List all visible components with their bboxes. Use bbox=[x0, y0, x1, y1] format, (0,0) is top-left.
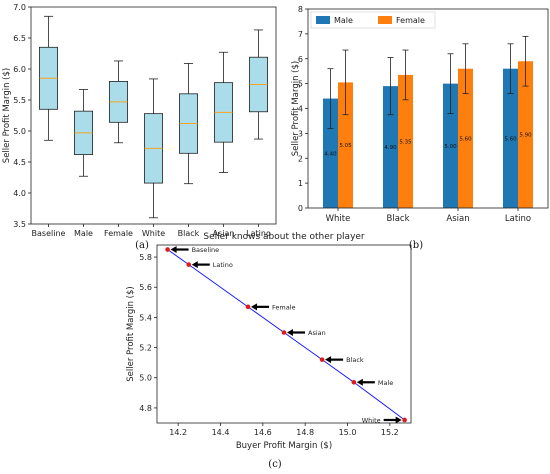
x-tick-label: Latino bbox=[246, 229, 271, 238]
value-label: 5.90 bbox=[519, 133, 532, 139]
x-tick-label: 15.2 bbox=[381, 428, 399, 437]
y-tick-label: 3 bbox=[298, 129, 303, 138]
y-tick-label: 4.5 bbox=[13, 158, 26, 167]
x-tick-label: Latino bbox=[505, 214, 531, 224]
data-point bbox=[245, 304, 251, 310]
x-tick-label: 15.0 bbox=[339, 428, 357, 437]
panel-c-linechart: Seller knows about the other player 4.8 5.… bbox=[126, 232, 412, 451]
x-axis-label: Buyer Profit Margin ($) bbox=[236, 441, 332, 451]
x-tick-label: 14.4 bbox=[212, 428, 230, 437]
y-tick-label: 5.8 bbox=[139, 253, 152, 262]
panel-a-boxplot: 3.5 4.0 4.5 5.0 5.5 6.0 6.5 7.0 Baseline Male Fema… bbox=[2, 3, 277, 238]
plot-frame bbox=[30, 6, 277, 225]
y-tick-label: 7.0 bbox=[13, 3, 26, 12]
arrow-head bbox=[356, 378, 363, 386]
y-tick-label: 6.5 bbox=[13, 34, 26, 43]
y-axis-label: Seller Profit Margin ($) bbox=[126, 286, 136, 381]
x-tick-label: 14.2 bbox=[169, 428, 187, 437]
arrow-head bbox=[170, 246, 177, 254]
point-label-asian: Asian bbox=[308, 329, 326, 337]
caption-a: (a) bbox=[135, 240, 149, 251]
x-tick-label: Asian bbox=[446, 214, 469, 224]
x-tick-label: Black bbox=[178, 229, 200, 238]
caption-b: (b) bbox=[409, 240, 423, 251]
y-tick-label: 8 bbox=[298, 5, 303, 14]
y-tick-label: 7 bbox=[298, 30, 303, 39]
y-tick-label: 4.0 bbox=[13, 189, 26, 198]
x-tick-label: White bbox=[326, 214, 351, 224]
y-tick-label: 6.0 bbox=[13, 65, 26, 74]
point-label-black: Black bbox=[346, 356, 364, 364]
value-label: 5.60 bbox=[459, 136, 472, 142]
x-tick-label: 14.6 bbox=[254, 428, 272, 437]
x-tick-label: White bbox=[142, 229, 165, 238]
legend-swatch-female bbox=[378, 16, 392, 24]
y-tick-label: 5.4 bbox=[139, 313, 152, 322]
y-tick-label: 5.2 bbox=[139, 344, 152, 353]
chart-title: Seller knows about the other player bbox=[203, 232, 365, 242]
data-point bbox=[351, 379, 357, 385]
value-label: 5.05 bbox=[339, 143, 352, 149]
y-tick-label: 2 bbox=[298, 154, 303, 163]
value-label: 5.00 bbox=[444, 144, 457, 150]
point-label-latino: Latino bbox=[213, 261, 233, 269]
value-label: 5.35 bbox=[399, 139, 412, 145]
trend-line bbox=[167, 249, 405, 421]
point-label-white: White bbox=[362, 416, 381, 424]
point-label-baseline: Baseline bbox=[192, 246, 220, 254]
y-tick-label: 1 bbox=[298, 179, 303, 188]
data-point bbox=[319, 357, 325, 362]
plot-frame bbox=[156, 244, 412, 424]
arrow-head bbox=[287, 328, 293, 336]
point-label-male: Male bbox=[378, 379, 393, 387]
bar-female bbox=[458, 68, 473, 208]
x-tick-label: Male bbox=[74, 229, 93, 238]
x-tick-label: 14.8 bbox=[296, 428, 314, 437]
data-point bbox=[165, 247, 170, 252]
y-tick-label: 5.0 bbox=[139, 374, 152, 383]
x-tick-label: Asian bbox=[213, 229, 235, 238]
arrow-head bbox=[395, 416, 402, 424]
value-label: 4.40 bbox=[324, 151, 337, 157]
y-axis-label: Seller Profit Margin ($) bbox=[291, 61, 301, 156]
y-tick-label: 5.6 bbox=[139, 283, 152, 292]
arrow-head bbox=[251, 303, 258, 311]
arrow-head bbox=[191, 261, 198, 269]
bar-male bbox=[503, 68, 518, 208]
y-tick-label: 4.8 bbox=[139, 404, 152, 413]
bar-male bbox=[383, 86, 398, 208]
plot-frame bbox=[307, 8, 549, 209]
bar-female bbox=[518, 61, 533, 208]
legend-box bbox=[310, 11, 436, 29]
y-tick-label: 5.0 bbox=[13, 127, 26, 136]
y-tick-label: 3.5 bbox=[13, 220, 26, 229]
legend-label-male: Male bbox=[334, 16, 353, 25]
bar-male bbox=[443, 83, 458, 208]
data-point bbox=[402, 417, 407, 423]
y-tick-label: 6 bbox=[298, 55, 303, 64]
y-tick-label: 4 bbox=[298, 105, 303, 114]
bar-male bbox=[323, 98, 338, 208]
data-point bbox=[281, 330, 287, 335]
x-tick-label: Black bbox=[387, 214, 410, 224]
y-tick-label: 5.5 bbox=[13, 96, 26, 105]
point-label-female: Female bbox=[272, 303, 296, 311]
legend-label-female: Female bbox=[396, 16, 425, 25]
data-point bbox=[186, 262, 192, 267]
legend-swatch-male bbox=[316, 16, 330, 24]
y-tick-label: 5 bbox=[298, 80, 303, 89]
x-tick-label: Baseline bbox=[32, 229, 66, 238]
x-tick-label: Female bbox=[104, 229, 133, 238]
bar-female bbox=[398, 74, 413, 208]
bar-female bbox=[338, 82, 353, 208]
y-axis-label: Seller Profit Margin ($) bbox=[2, 68, 12, 163]
y-tick-label: 0 bbox=[298, 204, 303, 213]
value-label: 5.60 bbox=[504, 136, 517, 142]
arrow-head bbox=[325, 356, 332, 364]
value-label: 4.90 bbox=[384, 145, 397, 151]
legend: Male Female bbox=[310, 11, 436, 29]
caption-c: (c) bbox=[268, 459, 282, 470]
